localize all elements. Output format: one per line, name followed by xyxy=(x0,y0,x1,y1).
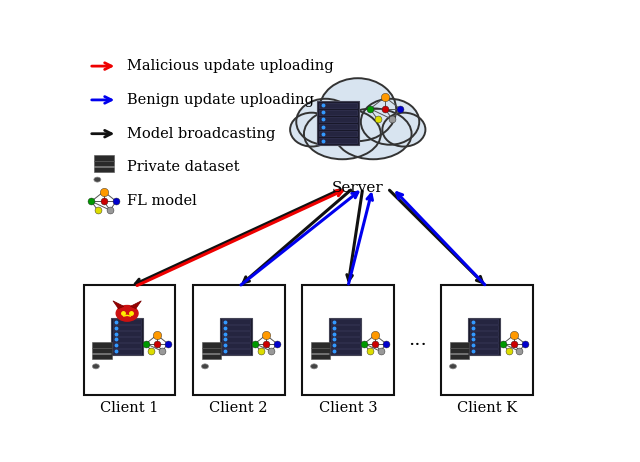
FancyBboxPatch shape xyxy=(94,161,114,166)
FancyBboxPatch shape xyxy=(319,124,356,129)
FancyBboxPatch shape xyxy=(470,319,499,324)
FancyBboxPatch shape xyxy=(92,342,112,347)
FancyBboxPatch shape xyxy=(331,319,360,324)
FancyBboxPatch shape xyxy=(222,343,250,347)
FancyBboxPatch shape xyxy=(310,342,330,347)
FancyBboxPatch shape xyxy=(222,349,250,353)
Text: Client 2: Client 2 xyxy=(209,401,268,415)
Text: Client 3: Client 3 xyxy=(319,401,377,415)
FancyBboxPatch shape xyxy=(468,318,500,355)
FancyBboxPatch shape xyxy=(202,353,221,359)
Circle shape xyxy=(310,364,317,369)
FancyBboxPatch shape xyxy=(449,353,469,359)
FancyBboxPatch shape xyxy=(331,337,360,342)
FancyBboxPatch shape xyxy=(330,318,361,355)
Ellipse shape xyxy=(335,109,412,159)
FancyBboxPatch shape xyxy=(310,353,330,359)
FancyBboxPatch shape xyxy=(319,131,356,136)
Ellipse shape xyxy=(382,113,426,146)
Ellipse shape xyxy=(319,78,396,141)
FancyBboxPatch shape xyxy=(94,155,114,161)
FancyBboxPatch shape xyxy=(331,349,360,353)
Ellipse shape xyxy=(304,109,381,159)
FancyBboxPatch shape xyxy=(84,285,175,395)
Text: Server: Server xyxy=(332,181,383,195)
FancyBboxPatch shape xyxy=(202,342,221,347)
FancyBboxPatch shape xyxy=(449,348,469,353)
FancyBboxPatch shape xyxy=(111,318,143,355)
FancyBboxPatch shape xyxy=(113,331,141,336)
Text: Client K: Client K xyxy=(456,401,517,415)
Text: Model broadcasting: Model broadcasting xyxy=(127,127,275,141)
Text: Client 1: Client 1 xyxy=(100,401,159,415)
FancyBboxPatch shape xyxy=(317,101,359,145)
FancyBboxPatch shape xyxy=(331,343,360,347)
Circle shape xyxy=(449,364,456,369)
FancyBboxPatch shape xyxy=(470,331,499,336)
FancyBboxPatch shape xyxy=(220,318,252,355)
FancyBboxPatch shape xyxy=(222,325,250,330)
FancyBboxPatch shape xyxy=(331,325,360,330)
Circle shape xyxy=(92,364,99,369)
FancyBboxPatch shape xyxy=(470,349,499,353)
Text: Benign update uploading: Benign update uploading xyxy=(127,93,314,107)
FancyBboxPatch shape xyxy=(310,348,330,353)
FancyBboxPatch shape xyxy=(319,109,356,115)
FancyBboxPatch shape xyxy=(113,325,141,330)
Text: Private dataset: Private dataset xyxy=(127,160,239,175)
FancyBboxPatch shape xyxy=(319,138,356,144)
Polygon shape xyxy=(131,301,141,309)
Ellipse shape xyxy=(361,99,419,145)
FancyBboxPatch shape xyxy=(92,353,112,359)
FancyBboxPatch shape xyxy=(113,319,141,324)
FancyBboxPatch shape xyxy=(319,103,356,108)
FancyBboxPatch shape xyxy=(222,337,250,342)
FancyBboxPatch shape xyxy=(222,331,250,336)
Text: FL model: FL model xyxy=(127,195,197,208)
Polygon shape xyxy=(113,301,124,309)
FancyBboxPatch shape xyxy=(92,348,112,353)
FancyBboxPatch shape xyxy=(470,325,499,330)
Ellipse shape xyxy=(296,99,355,145)
Circle shape xyxy=(202,364,209,369)
Text: Malicious update uploading: Malicious update uploading xyxy=(127,59,333,73)
Circle shape xyxy=(116,305,138,321)
FancyBboxPatch shape xyxy=(470,343,499,347)
FancyBboxPatch shape xyxy=(331,331,360,336)
Circle shape xyxy=(94,177,101,182)
FancyBboxPatch shape xyxy=(319,117,356,122)
FancyBboxPatch shape xyxy=(193,285,285,395)
FancyBboxPatch shape xyxy=(113,349,141,353)
FancyBboxPatch shape xyxy=(222,319,250,324)
FancyBboxPatch shape xyxy=(113,343,141,347)
FancyBboxPatch shape xyxy=(449,342,469,347)
FancyBboxPatch shape xyxy=(202,348,221,353)
FancyBboxPatch shape xyxy=(94,167,114,172)
FancyBboxPatch shape xyxy=(113,337,141,342)
Text: ...: ... xyxy=(408,331,427,349)
Ellipse shape xyxy=(290,113,333,146)
FancyBboxPatch shape xyxy=(470,337,499,342)
FancyBboxPatch shape xyxy=(441,285,532,395)
FancyBboxPatch shape xyxy=(302,285,394,395)
